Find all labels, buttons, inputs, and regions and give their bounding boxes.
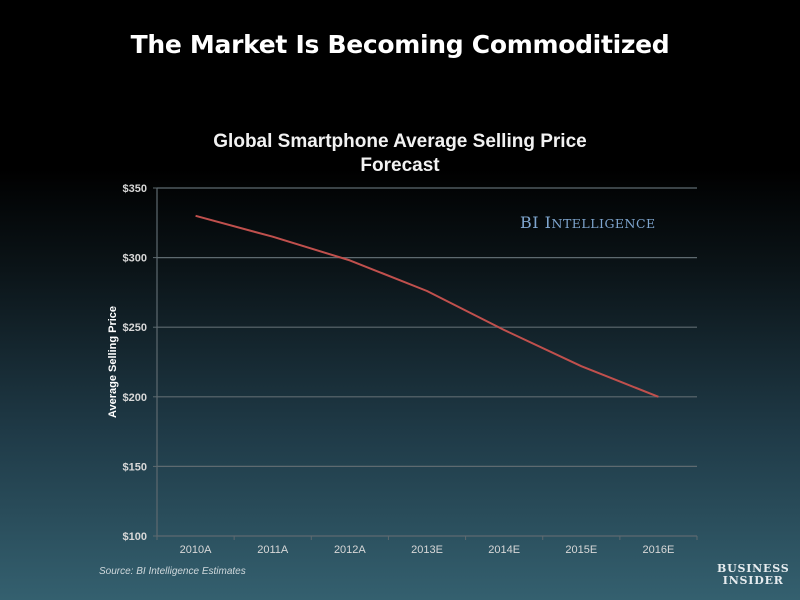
bi-intelligence-watermark: BI INTELLIGENCE [520, 213, 656, 232]
y-axis-label: Average Selling Price [107, 306, 119, 418]
chart-title-line-2: Forecast [360, 155, 440, 176]
chart-title-line-1: Global Smartphone Average Selling Price [213, 131, 587, 152]
x-tick-label: 2010A [180, 544, 212, 556]
x-tick-label: 2014E [488, 544, 520, 556]
y-tick-label: $150 [123, 461, 147, 473]
business-insider-logo: BUSINESS INSIDER [717, 563, 789, 587]
y-tick-label: $300 [123, 253, 147, 265]
watermark-text: BI INTELLIGENCE [520, 213, 656, 232]
y-tick-labels: $100 $150 $200 $250 $300 $350 [123, 183, 147, 543]
series [195, 214, 659, 398]
x-tick-label: 2012A [334, 544, 366, 556]
x-tick-label: 2016E [643, 544, 675, 556]
slide-title: The Market Is Becoming Commoditized [130, 30, 670, 59]
source-note: Source: BI Intelligence Estimates [99, 566, 246, 577]
gridlines [157, 187, 697, 467]
logo-line-1: BUSINESS [717, 562, 790, 575]
y-tick-label: $250 [123, 322, 147, 334]
chart-title: Global Smartphone Average Selling Price … [150, 130, 650, 178]
logo-line-2: INSIDER [722, 574, 784, 587]
x-tick-labels: 2010A 2011A 2012A 2013E 2014E 2015E 2016E [180, 544, 675, 556]
x-tick-label: 2011A [257, 544, 289, 556]
x-tick-label: 2013E [411, 544, 443, 556]
series-line [195, 214, 659, 398]
y-tick-label: $350 [123, 183, 147, 195]
y-tick-label: $200 [123, 392, 147, 404]
axes [153, 187, 698, 540]
x-tick-label: 2015E [565, 544, 597, 556]
y-tick-label: $100 [123, 531, 147, 543]
